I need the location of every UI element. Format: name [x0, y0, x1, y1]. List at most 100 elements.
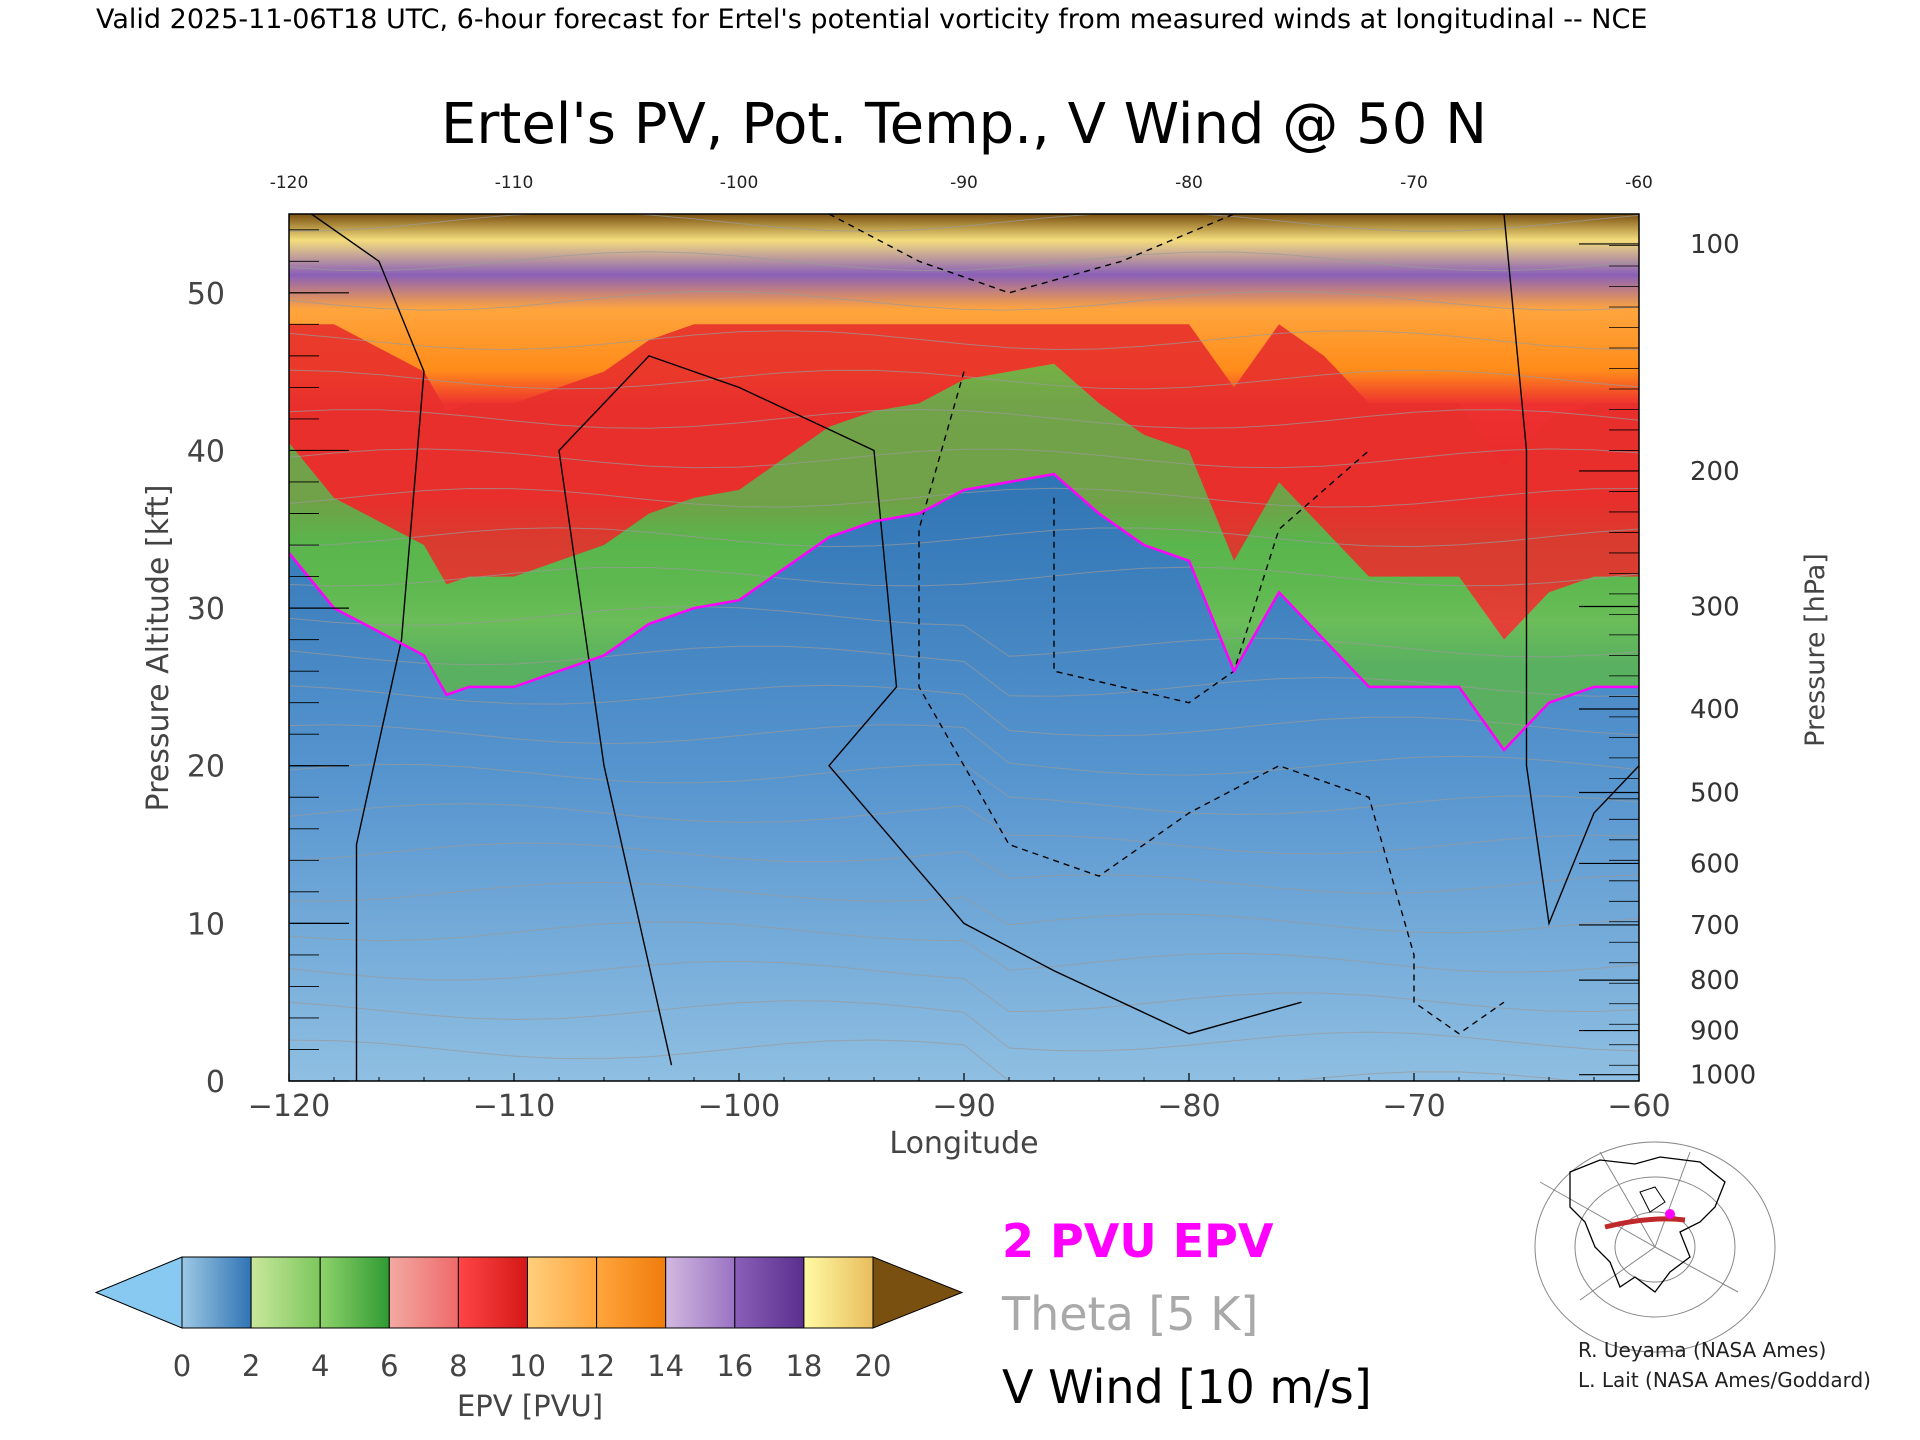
colorbar-tick-label: 0 — [173, 1349, 191, 1383]
theta-contour — [289, 330, 1639, 351]
top-tick-label: -100 — [720, 173, 759, 193]
theta-contour — [289, 684, 1639, 737]
pressure-tick-label: 200 — [1690, 457, 1740, 487]
green-epv-band — [289, 363, 1639, 750]
y-tick-label: 40 — [187, 434, 225, 469]
legend-theta: Theta [5 K] — [1001, 1287, 1258, 1341]
theta-contour — [289, 566, 1639, 587]
legend-epv: 2 PVU EPV — [1002, 1214, 1274, 1268]
v-wind-positive-contour — [311, 214, 425, 1081]
colorbar-over-arrow — [872, 1256, 964, 1329]
theta-contour — [289, 763, 1639, 816]
colorbar-label: EPV [PVU] — [457, 1389, 603, 1423]
theta-contour — [289, 487, 1639, 508]
colorbar-tick-label: 8 — [449, 1349, 467, 1383]
v-wind-negative-contour — [828, 214, 1235, 294]
v-wind-negative-contour — [1053, 449, 1370, 704]
x-tick-label: −60 — [1607, 1089, 1670, 1124]
inset-map — [1534, 1141, 1776, 1353]
y-tick-label: 0 — [206, 1065, 225, 1100]
x-tick-label: −70 — [1382, 1089, 1445, 1124]
v-wind-positive-contour — [558, 355, 1302, 1066]
colorbar-tick-label: 12 — [578, 1349, 615, 1383]
colorbar-under-arrow — [94, 1256, 183, 1329]
top-tick-label: -90 — [950, 173, 978, 193]
colorbar-tick-label: 14 — [647, 1349, 684, 1383]
pressure-tick-label: 300 — [1690, 593, 1740, 623]
colorbar: 0 2 4 6 8 10 12 14 16 18 20 — [94, 1256, 964, 1383]
colorbar-tick-label: 4 — [311, 1349, 329, 1383]
colorbar-segment — [665, 1256, 736, 1329]
top-tick-label: -80 — [1175, 173, 1203, 193]
theta-contour — [289, 290, 1639, 311]
theta-contour — [289, 527, 1639, 548]
y-axis-label-right: Pressure [hPa] — [1800, 553, 1831, 747]
colorbar-segment — [250, 1256, 321, 1329]
pressure-tick-label: 700 — [1690, 911, 1740, 941]
top-tick-label: -60 — [1625, 173, 1653, 193]
y-axis-label-left: Pressure Altitude [kft] — [141, 485, 176, 812]
colorbar-tick-label: 18 — [785, 1349, 822, 1383]
pressure-tick-label: 100 — [1690, 230, 1740, 260]
red-epv-band — [289, 324, 1639, 640]
pressure-tick-label: 1000 — [1690, 1061, 1756, 1091]
troposphere-low-epv-region — [289, 474, 1639, 1081]
y-tick-label: 50 — [187, 277, 225, 312]
colorbar-tick-label: 20 — [855, 1349, 892, 1383]
colorbar-tick-label: 6 — [380, 1349, 398, 1383]
colorbar-segment — [596, 1256, 667, 1329]
tropopause-2pvu-line — [289, 472, 1639, 752]
top-tick-label: -70 — [1400, 173, 1428, 193]
x-tick-label: −100 — [698, 1089, 780, 1124]
v-wind-positive-contour — [1503, 214, 1639, 927]
top-axis: -120 -110 -100 -90 -80 -70 -60 — [270, 173, 1653, 193]
x-tick-label: −110 — [473, 1089, 555, 1124]
y-tick-label: 20 — [187, 750, 225, 785]
theta-contour — [289, 1000, 1639, 1052]
colorbar-segment — [388, 1256, 459, 1329]
top-tick-label: -120 — [270, 173, 309, 193]
colorbar-tick-label: 2 — [242, 1349, 260, 1383]
pressure-tick-label: 400 — [1690, 695, 1740, 725]
colorbar-segment — [527, 1256, 598, 1329]
colorbar-segment — [734, 1256, 805, 1329]
valid-time-header: Valid 2025-11-06T18 UTC, 6-hour forecast… — [96, 4, 1647, 35]
pressure-tick-label: 900 — [1690, 1017, 1740, 1047]
credit-line-1: R. Ueyama (NASA Ames) — [1578, 1338, 1826, 1362]
y-tick-label: 10 — [187, 907, 225, 942]
theta-contour — [289, 645, 1639, 697]
x-tick-label: −90 — [932, 1089, 995, 1124]
chart-title: Ertel's PV, Pot. Temp., V Wind @ 50 N — [441, 92, 1487, 157]
x-tick-label: −80 — [1157, 1089, 1220, 1124]
colorbar-segment — [181, 1256, 252, 1329]
theta-contour — [289, 251, 1639, 272]
y-tick-label: 30 — [187, 592, 225, 627]
v-wind-negative-contour — [918, 371, 1505, 1035]
epv-field — [289, 214, 1639, 1081]
theta-contour — [289, 605, 1639, 658]
pressure-tick-label: 500 — [1690, 779, 1740, 809]
theta-contour — [289, 214, 1639, 232]
x-axis: −120 −110 −100 −90 −80 −70 −60 — [248, 1073, 1671, 1124]
colorbar-segment — [803, 1256, 874, 1329]
theta-contour — [289, 842, 1639, 894]
x-axis-label: Longitude — [889, 1126, 1038, 1161]
theta-contour — [289, 369, 1639, 390]
top-tick-label: -110 — [495, 173, 534, 193]
colorbar-tick-label: 10 — [509, 1349, 546, 1383]
theta-contour — [289, 724, 1639, 776]
colorbar-segment — [457, 1256, 528, 1329]
theta-contour — [289, 881, 1639, 934]
theta-contour — [289, 448, 1639, 469]
x-tick-label: −120 — [248, 1089, 330, 1124]
theta-contour — [289, 803, 1639, 855]
y-axis-pressure: 100 200 300 400 500 600 700 800 900 1000 — [1579, 230, 1756, 1091]
colorbar-tick-label: 16 — [716, 1349, 753, 1383]
pressure-tick-label: 600 — [1690, 849, 1740, 879]
colorbar-segment — [319, 1256, 390, 1329]
pressure-tick-label: 800 — [1690, 966, 1740, 996]
theta-contour — [289, 408, 1639, 429]
credit-line-2: L. Lait (NASA Ames/Goddard) — [1578, 1368, 1871, 1392]
theta-contour — [289, 1039, 1580, 1081]
